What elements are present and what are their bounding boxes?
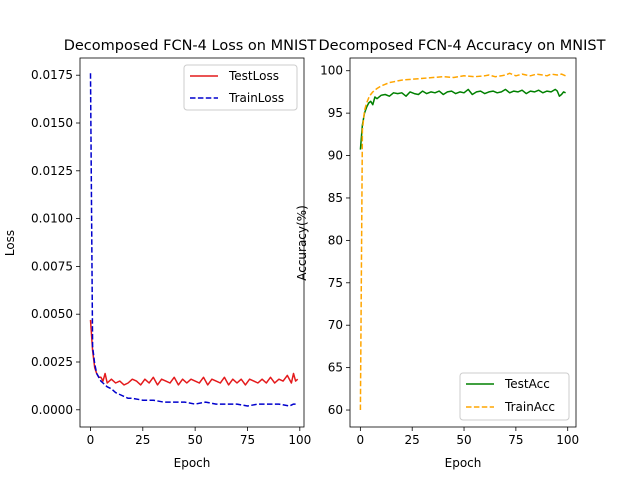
- loss-x-tick-label: 100: [288, 433, 311, 447]
- loss-y-tick-label: 0.0000: [31, 403, 73, 417]
- accuracy-legend-label-train: TrainAcc: [504, 400, 555, 414]
- loss-y-axis-label: Loss: [3, 230, 17, 256]
- accuracy-chart: Decomposed FCN-4 Accuracy on MNIST 0 25 50…: [295, 38, 606, 470]
- loss-legend-label-test: TestLoss: [228, 69, 279, 83]
- accuracy-series-line-testacc: [359, 88, 566, 150]
- loss-series-line-trainloss: [89, 73, 298, 407]
- accuracy-x-tick-label: 50: [456, 433, 471, 447]
- loss-x-tick-label: 75: [240, 433, 255, 447]
- loss-y-tick-label: 0.0050: [31, 307, 73, 321]
- accuracy-y-tick-label: 60: [328, 403, 343, 417]
- loss-y-ticks: 0.0000 0.0025 0.0050 0.0075 0.0100 0.0125 0.01…: [31, 68, 80, 417]
- accuracy-legend: TestAcc TrainAcc: [459, 372, 570, 421]
- accuracy-y-ticks: 60 65 70 75 80 85 90 95 100: [320, 64, 350, 417]
- loss-x-axis-label: Epoch: [174, 456, 211, 470]
- loss-y-tick-label: 0.0125: [31, 164, 73, 178]
- loss-legend-label-train: TrainLoss: [228, 91, 284, 105]
- loss-chart-title: Decomposed FCN-4 Loss on MNIST: [64, 38, 317, 54]
- accuracy-y-tick-label: 85: [328, 191, 343, 205]
- accuracy-x-tick-label: 0: [357, 433, 365, 447]
- loss-series-line-testloss: [89, 319, 299, 386]
- accuracy-y-tick-label: 75: [328, 276, 343, 290]
- loss-y-tick-label: 0.0075: [31, 259, 73, 273]
- loss-x-tick-label: 0: [87, 433, 95, 447]
- accuracy-plot-lines: [359, 72, 566, 411]
- accuracy-x-axis-label: Epoch: [445, 456, 482, 470]
- accuracy-x-tick-label: 25: [405, 433, 420, 447]
- accuracy-y-tick-label: 80: [328, 233, 343, 247]
- loss-legend: TestLoss TrainLoss: [183, 64, 298, 111]
- loss-y-tick-label: 0.0175: [31, 68, 73, 82]
- loss-x-tick-label: 50: [187, 433, 202, 447]
- accuracy-legend-label-test: TestAcc: [504, 377, 550, 391]
- accuracy-y-axis-label: Accuracy(%): [295, 205, 309, 281]
- accuracy-y-tick-label: 65: [328, 361, 343, 375]
- accuracy-y-tick-label: 95: [328, 106, 343, 120]
- accuracy-x-tick-label: 75: [508, 433, 523, 447]
- loss-y-tick-label: 0.0150: [31, 116, 73, 130]
- accuracy-x-tick-label: 100: [556, 433, 579, 447]
- accuracy-y-tick-label: 100: [320, 64, 343, 78]
- loss-x-tick-label: 25: [135, 433, 150, 447]
- accuracy-y-tick-label: 70: [328, 318, 343, 332]
- accuracy-series-line-trainacc: [359, 72, 566, 411]
- accuracy-chart-title: Decomposed FCN-4 Accuracy on MNIST: [319, 38, 606, 54]
- loss-chart: Decomposed FCN-4 Loss on MNIST 0 25 50 75 10…: [3, 38, 316, 470]
- loss-y-tick-label: 0.0100: [31, 212, 73, 226]
- loss-y-tick-label: 0.0025: [31, 355, 73, 369]
- accuracy-y-tick-label: 90: [328, 149, 343, 163]
- loss-plot-frame: [79, 57, 305, 428]
- loss-plot-lines: [89, 73, 299, 407]
- accuracy-x-ticks: 0 25 50 75 100: [357, 427, 579, 447]
- accuracy-plot-frame: [349, 57, 577, 428]
- loss-x-ticks: 0 25 50 75 100: [87, 427, 311, 447]
